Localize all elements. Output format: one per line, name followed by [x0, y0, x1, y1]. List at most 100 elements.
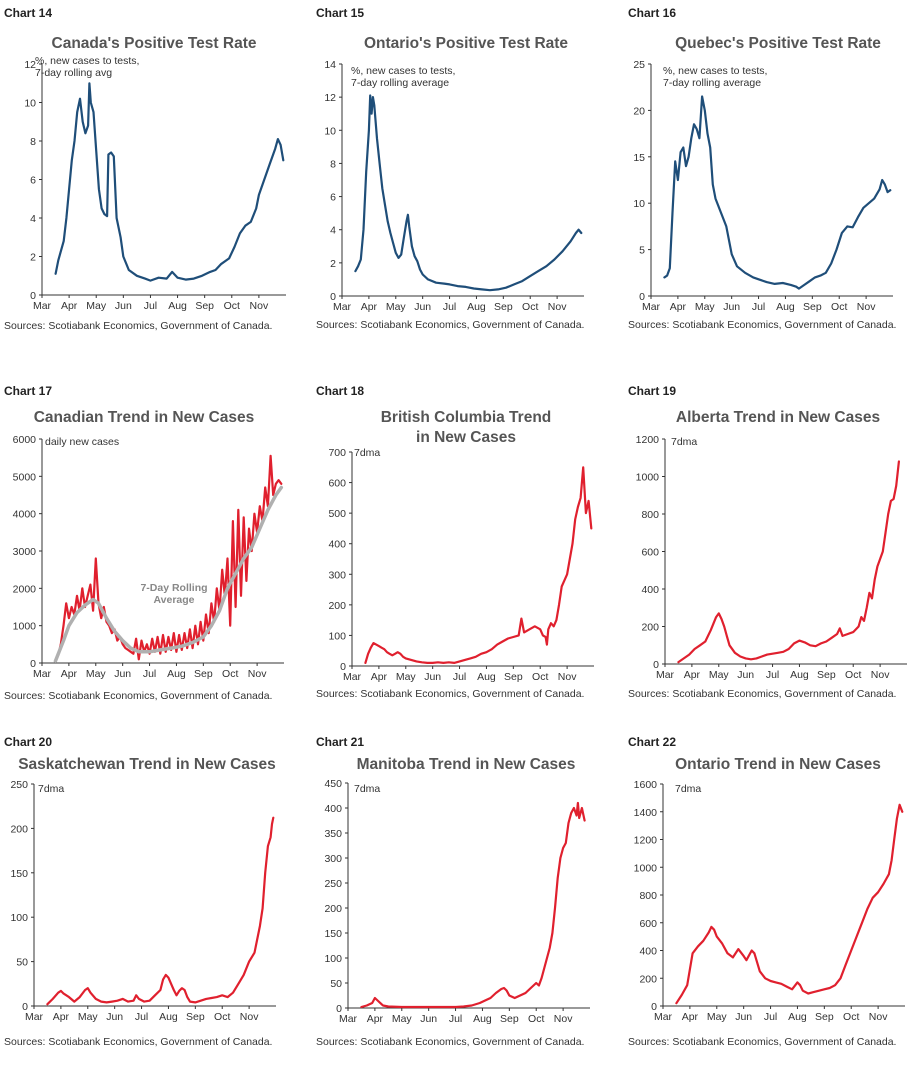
x-tick-label: May — [392, 1013, 413, 1025]
x-tick-label: Nov — [871, 669, 890, 681]
x-tick-label: May — [86, 668, 107, 680]
x-tick-label: May — [86, 300, 107, 312]
x-tick-label: Jun — [723, 301, 740, 313]
chart-plot: 0 2 4 6 8 10 12 14 Mar Apr May Jun Jul Aug Sep Oct Nov — [324, 59, 584, 313]
x-tick-label: Oct — [214, 1011, 230, 1023]
y-tick-label: 350 — [324, 828, 342, 840]
x-tick-label: Mar — [654, 1011, 673, 1023]
series-line-0 — [360, 801, 586, 1009]
chart-source: Sources: Scotiabank Economics, Governmen… — [628, 319, 897, 331]
series-annotation: Average — [153, 594, 194, 606]
chart-number: Chart 18 — [316, 384, 365, 398]
x-tick-label: Jul — [752, 301, 765, 313]
y-tick-label: 10 — [633, 198, 645, 210]
x-tick-label: Aug — [776, 301, 795, 313]
y-tick-label: 500 — [328, 508, 346, 520]
x-tick-label: Apr — [367, 1013, 384, 1025]
y-tick-label: 200 — [639, 973, 657, 985]
chart-plot: 0 5 10 15 20 25 Mar Apr May Jun Jul Aug Sep Oct Nov — [633, 59, 893, 313]
chart-number: Chart 14 — [4, 6, 53, 20]
y-tick-label: 12 — [324, 92, 336, 104]
x-tick-label: Aug — [477, 671, 496, 683]
y-tick-label: 200 — [324, 903, 342, 915]
chart-subtitle: 7dma — [671, 436, 698, 448]
y-tick-label: 10 — [24, 98, 36, 110]
y-tick-label: 700 — [328, 447, 346, 459]
x-tick-label: Nov — [857, 301, 876, 313]
y-tick-label: 400 — [324, 803, 342, 815]
x-tick-label: Sep — [186, 1011, 205, 1023]
y-tick-label: 300 — [328, 569, 346, 581]
y-tick-label: 1000 — [636, 472, 660, 484]
y-tick-label: 5000 — [13, 471, 37, 483]
x-tick-label: Oct — [222, 668, 238, 680]
x-tick-label: Mar — [642, 301, 661, 313]
chart-title: Canadian Trend in New Cases — [33, 409, 255, 426]
x-tick-label: Oct — [224, 300, 240, 312]
x-tick-label: Jun — [106, 1011, 123, 1023]
y-tick-label: 400 — [328, 539, 346, 551]
series-line-0 — [46, 816, 275, 1006]
chart-panel-21: Chart 21 Manitoba Trend in New Cases 7dm… — [316, 735, 616, 1083]
x-tick-label: Jul — [449, 1013, 462, 1025]
y-tick-label: 4 — [330, 225, 336, 237]
x-tick-label: Jun — [114, 668, 131, 680]
x-tick-label: Mar — [333, 301, 352, 313]
x-tick-label: Jun — [424, 671, 441, 683]
chart-panel-19: Chart 19 Alberta Trend in New Cases 7dma… — [628, 384, 923, 732]
x-tick-label: Apr — [670, 301, 687, 313]
x-tick-label: May — [396, 671, 417, 683]
chart-subtitle: 7dma — [354, 447, 381, 459]
x-tick-label: Nov — [250, 300, 269, 312]
chart-title: Ontario's Positive Test Rate — [363, 35, 569, 52]
x-tick-label: Oct — [843, 1011, 859, 1023]
chart-number: Chart 21 — [316, 735, 365, 749]
chart-panel-16: Chart 16 Quebec's Positive Test Rate %, … — [628, 6, 923, 354]
x-tick-label: Oct — [845, 669, 861, 681]
series-line-0 — [54, 82, 285, 282]
y-tick-label: 0 — [330, 291, 336, 303]
x-tick-label: Sep — [494, 301, 513, 313]
x-tick-label: Nov — [240, 1011, 259, 1023]
chart-title: British Columbia Trend in New Cases — [380, 409, 552, 446]
x-tick-label: Sep — [815, 1011, 834, 1023]
x-tick-label: Apr — [684, 669, 701, 681]
x-tick-label: Mar — [33, 300, 52, 312]
x-tick-label: Aug — [467, 301, 486, 313]
y-tick-label: 2000 — [13, 583, 37, 595]
chart-source: Sources: Scotiabank Economics, Governmen… — [628, 688, 897, 700]
x-tick-label: Sep — [500, 1013, 519, 1025]
chart-number: Chart 20 — [4, 735, 53, 749]
y-tick-label: 100 — [328, 630, 346, 642]
x-tick-label: Jul — [135, 1011, 148, 1023]
x-tick-label: Sep — [817, 669, 836, 681]
x-tick-label: Jul — [766, 669, 779, 681]
y-tick-label: 1200 — [636, 434, 660, 446]
chart-source: Sources: Scotiabank Economics, Governmen… — [4, 320, 273, 332]
x-tick-label: May — [386, 301, 407, 313]
chart-number: Chart 22 — [628, 735, 677, 749]
chart-number: Chart 15 — [316, 6, 365, 20]
y-tick-label: 6 — [30, 175, 36, 187]
chart-panel-22: Chart 22 Ontario Trend in New Cases 7dma… — [628, 735, 923, 1083]
x-tick-label: Jul — [443, 301, 456, 313]
y-tick-label: 20 — [633, 105, 645, 117]
chart-title: Quebec's Positive Test Rate — [675, 35, 881, 52]
chart-title: Ontario Trend in New Cases — [675, 756, 881, 773]
x-tick-label: May — [709, 669, 730, 681]
chart-number: Chart 19 — [628, 384, 677, 398]
x-tick-label: Jul — [144, 300, 157, 312]
chart-plot: 0 200 400 600 800 1000 1200 1400 1600 Mar Apr May Ju… — [634, 779, 905, 1023]
x-tick-label: Apr — [53, 1011, 70, 1023]
chart-subtitle: %, new cases to tests, 7-day rolling ave… — [663, 65, 768, 89]
chart-plot: 0 1000 2000 3000 4000 5000 6000 Mar Apr May Jun Jul… — [13, 434, 284, 680]
y-tick-label: 0 — [651, 1001, 657, 1013]
x-tick-label: Aug — [159, 1011, 178, 1023]
x-tick-label: May — [695, 301, 716, 313]
series-annotation: 7-Day Rolling — [140, 582, 207, 594]
chart-source: Sources: Scotiabank Economics, Governmen… — [4, 690, 273, 702]
x-tick-label: Mar — [339, 1013, 358, 1025]
series-line-0 — [364, 466, 593, 664]
y-tick-label: 100 — [324, 953, 342, 965]
y-tick-label: 8 — [330, 158, 336, 170]
